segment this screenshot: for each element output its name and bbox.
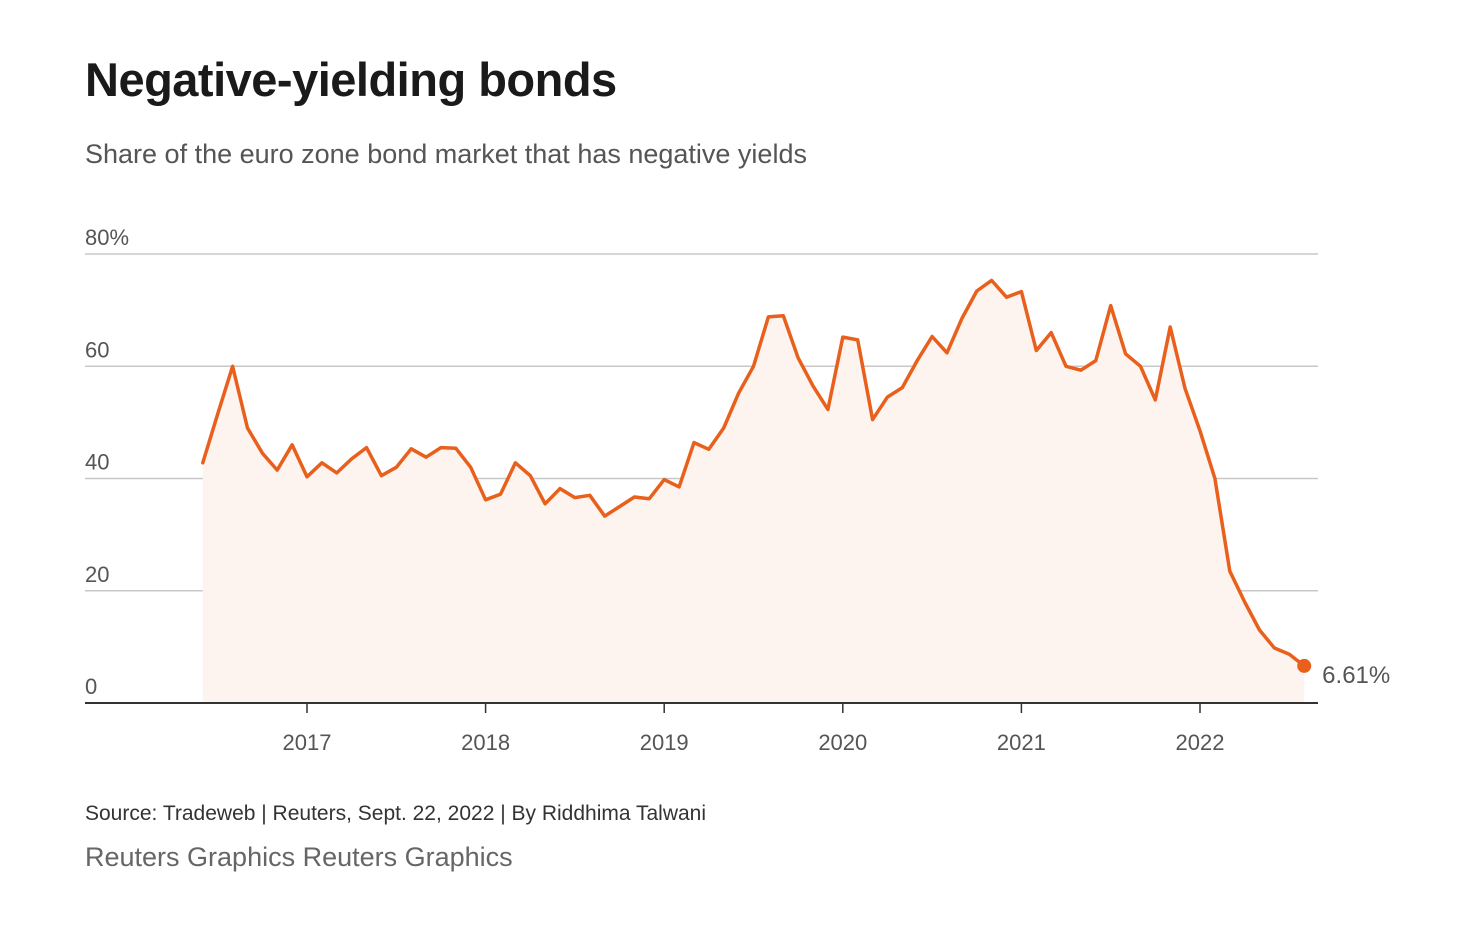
series-line-layer [201, 278, 1312, 673]
source-note: Source: Tradeweb | Reuters, Sept. 22, 20… [85, 802, 707, 825]
x-tick-label-2022: 2022 [1176, 730, 1225, 755]
series-line [201, 278, 1306, 668]
area-fill-layer [202, 280, 1305, 703]
line-chart: 0 20 40 60 80% 6.61% 2017 2018 2019 2020 2021 2022 [85, 225, 1390, 755]
x-tick-label-2017: 2017 [283, 730, 332, 755]
y-tick-label-80: 80% [85, 225, 129, 250]
chart-subtitle: Share of the euro zone bond market that … [85, 139, 807, 169]
y-tick-label-20: 20 [85, 562, 109, 587]
x-tick-label-2018: 2018 [461, 730, 510, 755]
credit-line: Reuters Graphics Reuters Graphics [85, 842, 513, 872]
x-tick-label-2020: 2020 [818, 730, 867, 755]
axes [85, 702, 1318, 713]
chart-title: Negative-yielding bonds [85, 53, 617, 106]
end-value-label: 6.61% [1322, 662, 1390, 689]
x-tick-label-2021: 2021 [997, 730, 1046, 755]
y-tick-label-40: 40 [85, 450, 109, 475]
end-point-dot [1297, 658, 1312, 673]
y-tick-label-60: 60 [85, 337, 109, 362]
series-area [202, 280, 1305, 703]
x-tick-label-2019: 2019 [640, 730, 689, 755]
labels: 0 20 40 60 80% 6.61% 2017 2018 2019 2020 2021 2022 [85, 225, 1390, 755]
y-tick-label-0: 0 [85, 674, 97, 699]
